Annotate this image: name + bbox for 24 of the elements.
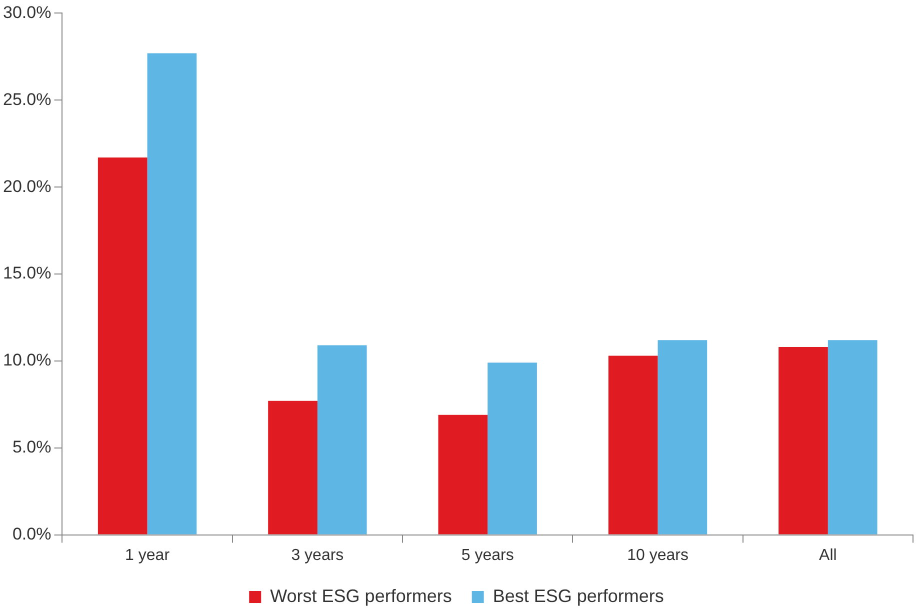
legend-label: Worst ESG performers (270, 586, 452, 606)
x-tick-label: 10 years (627, 546, 688, 564)
x-tick-label: 3 years (291, 546, 344, 564)
bar (268, 400, 318, 534)
y-tick-label: 5.0% (12, 438, 52, 457)
y-tick-label: 0.0% (12, 524, 52, 544)
x-tick-label: All (819, 546, 837, 564)
bar (608, 356, 658, 534)
y-tick-label: 10.0% (3, 350, 52, 370)
bar (488, 362, 537, 534)
y-tick-label: 20.0% (3, 176, 52, 196)
bar (658, 340, 708, 534)
y-tick-label: 30.0% (3, 2, 52, 22)
legend-label: Best ESG performers (492, 586, 664, 606)
x-tick-label: 1 year (125, 546, 170, 564)
bar (317, 345, 367, 534)
bar (828, 340, 878, 534)
y-tick-label: 25.0% (3, 90, 52, 109)
y-tick-label: 15.0% (3, 264, 52, 283)
bar (147, 53, 197, 534)
bar (98, 158, 148, 534)
bar (438, 414, 488, 534)
bar (778, 347, 828, 534)
x-tick-label: 5 years (461, 546, 514, 564)
